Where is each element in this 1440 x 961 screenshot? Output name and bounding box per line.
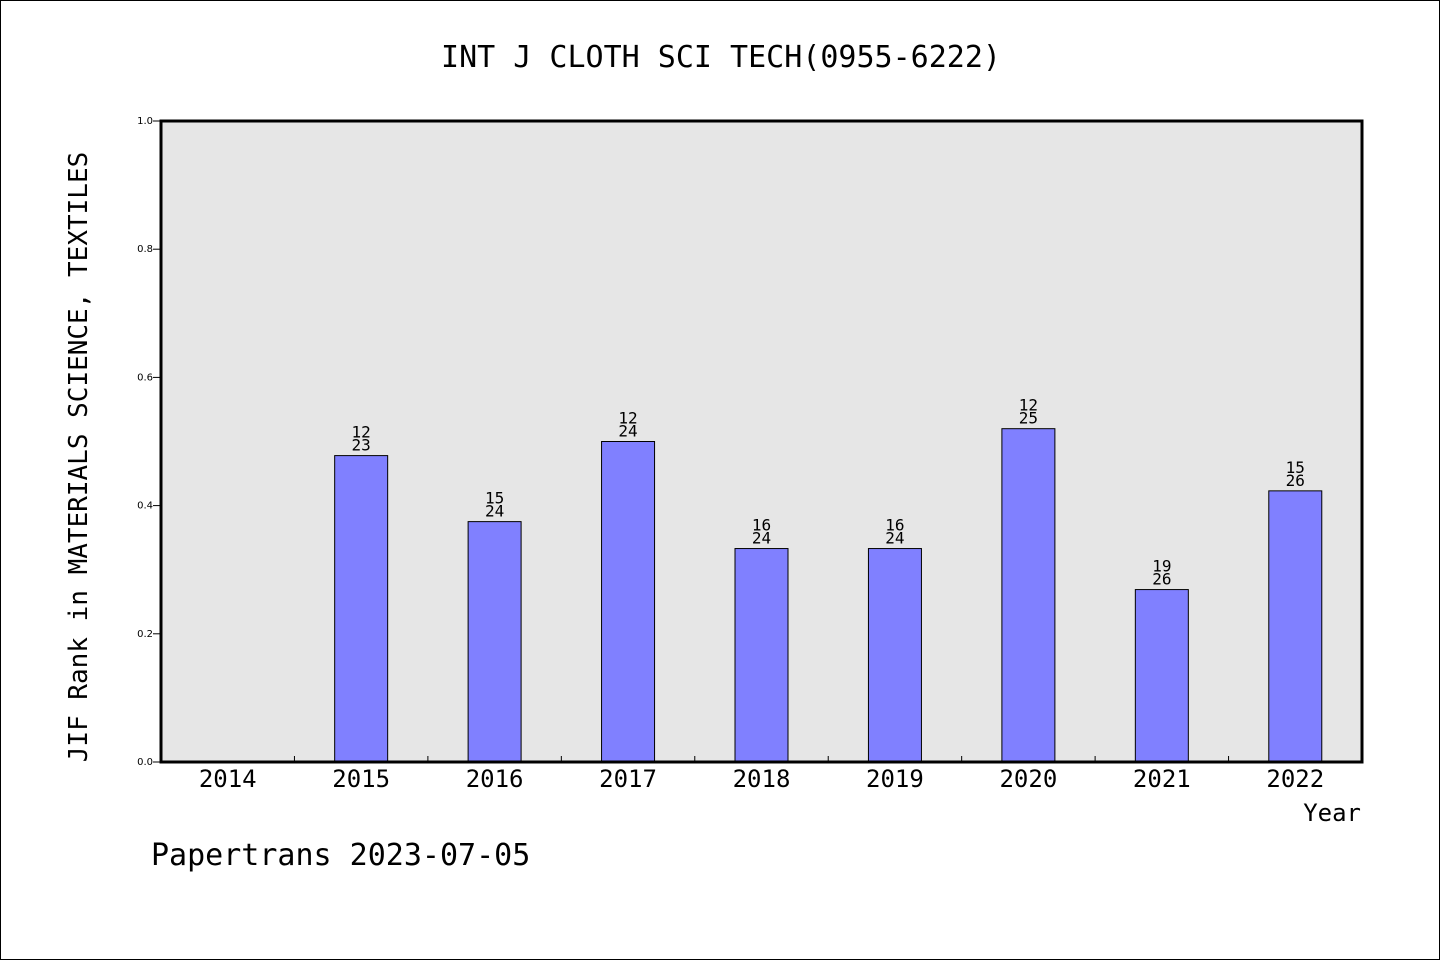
x-tick-label: 2022 (1266, 765, 1324, 793)
x-axis-ticks: 2014 2015 2016 2017 2018 2019 2020 2021 2022 (199, 756, 1324, 793)
y-tick-label: 0.4 (137, 501, 153, 512)
x-tick-label: 2017 (599, 765, 657, 793)
rank-label-2018: 16 (752, 516, 771, 535)
x-tick-label: 2015 (332, 765, 390, 793)
bar-2017 (601, 441, 656, 763)
rank-label-2017: 12 (618, 409, 637, 428)
x-tick-label: 2016 (466, 765, 524, 793)
rank-label-2021: 19 (1152, 557, 1171, 576)
total-label-2019: 24 (885, 529, 904, 548)
total-label-2016: 24 (485, 502, 504, 521)
x-tick-label: 2020 (999, 765, 1057, 793)
y-tick-label: 1.0 (137, 116, 153, 127)
total-label-2021: 26 (1152, 570, 1171, 589)
rank-label-2020: 12 (1019, 396, 1038, 415)
bar-2015 (334, 455, 389, 763)
bar-2016 (467, 521, 522, 763)
x-tick-label: 2014 (199, 765, 257, 793)
rank-label-2015: 12 (352, 423, 371, 442)
x-axis-label: Year (1303, 799, 1361, 827)
x-tick-label: 2018 (733, 765, 791, 793)
total-label-2022: 26 (1286, 471, 1305, 490)
rank-label-2016: 15 (485, 489, 504, 508)
y-tick-label: 0.2 (137, 629, 153, 640)
rank-label-2022: 15 (1286, 458, 1305, 477)
y-tick-label: 0.0 (137, 757, 153, 768)
bar-2019 (867, 548, 922, 763)
bar-2020 (1001, 428, 1056, 763)
rank-label-2019: 16 (885, 516, 904, 535)
bar-2021 (1134, 589, 1189, 763)
chart-title: INT J CLOTH SCI TECH(0955-6222) (441, 40, 1001, 75)
y-tick-label: 0.8 (137, 244, 153, 255)
bar-2022 (1268, 490, 1323, 763)
x-tick-label: 2019 (866, 765, 924, 793)
bars-group (334, 428, 1323, 763)
plot-border (159, 119, 1364, 764)
total-label-2020: 25 (1019, 409, 1038, 428)
y-axis-ticks: 0.0 0.2 0.4 0.6 0.8 1.0 (137, 116, 161, 768)
total-label-2018: 24 (752, 529, 771, 548)
x-tick-label: 2021 (1133, 765, 1191, 793)
total-label-2017: 24 (618, 422, 637, 441)
total-label-2015: 23 (352, 436, 371, 455)
footer-credit: Papertrans 2023-07-05 (151, 838, 530, 873)
bar-2018 (734, 548, 789, 763)
y-tick-label: 0.6 (137, 372, 153, 383)
y-axis-label: JIF Rank in MATERIALS SCIENCE, TEXTILES (64, 152, 94, 762)
